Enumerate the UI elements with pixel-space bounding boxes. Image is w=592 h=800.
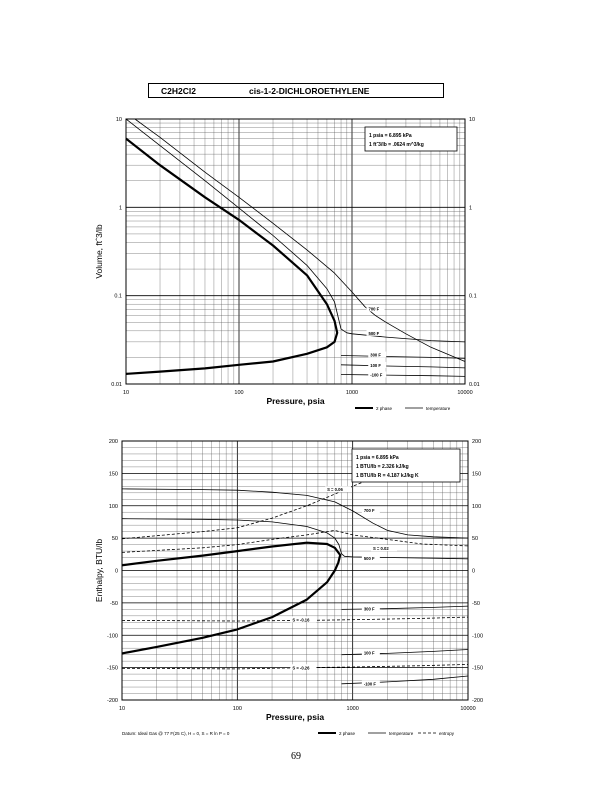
x-axis-title: Pressure, psia — [266, 396, 324, 406]
entropy-label: S = 0.02 — [373, 546, 389, 551]
entropy-label: S = 0.06 — [327, 487, 343, 492]
y-tick-label-right: 150 — [472, 471, 481, 477]
series-line — [341, 356, 465, 359]
y-tick-label-right: 100 — [472, 504, 481, 510]
y-tick-label-left: -100 — [107, 633, 118, 639]
curve-label: 700 F — [364, 508, 375, 513]
x-tick-label: 1000 — [347, 706, 359, 712]
series-line — [342, 606, 469, 609]
datum-footnote: Datum: Ideal Gas @ 77 F(25 C), H = 0, S … — [122, 731, 230, 736]
y-tick-label-right: -150 — [472, 666, 483, 672]
legend-label: entropy — [439, 731, 455, 736]
curve-label: 500 F — [369, 331, 380, 336]
series-line — [122, 489, 468, 538]
curve-label: -100 F — [370, 372, 383, 377]
x-tick-label: 100 — [233, 706, 242, 712]
x-tick-label: 100 — [234, 390, 243, 396]
series-line — [126, 119, 465, 342]
curve-label: 700 F — [369, 306, 380, 311]
series-line — [122, 519, 468, 559]
curve-label: 500 F — [364, 556, 375, 561]
curve-label: 300 F — [364, 606, 375, 611]
x-axis-title: Pressure, psia — [266, 712, 324, 722]
info-box-line: 1 BTU/lb = 2.326 kJ/kg — [356, 464, 409, 470]
y-tick-label-left: 50 — [112, 536, 118, 542]
x-tick-label: 10000 — [460, 706, 475, 712]
series-line — [122, 543, 340, 654]
series-line — [342, 676, 469, 684]
y-tick-label-left: 200 — [109, 439, 118, 445]
y-tick-label-left: 0.01 — [111, 382, 122, 388]
info-box-line: 1 psia = 6.895 kPa — [356, 455, 399, 461]
curve-label: 100 F — [370, 363, 381, 368]
curve-label: 100 F — [364, 650, 375, 655]
series-line — [122, 530, 468, 552]
y-axis-title: Volume, ftˆ3/lb — [94, 224, 104, 279]
y-tick-label-left: 150 — [109, 471, 118, 477]
series-line — [341, 375, 465, 377]
x-tick-label: 10 — [119, 706, 125, 712]
x-tick-label: 1000 — [346, 390, 358, 396]
series-line — [126, 139, 337, 374]
info-box-line: 1 BTU/lb R = 4.187 kJ/kg K — [356, 473, 419, 479]
series-line — [342, 650, 469, 655]
series-line — [341, 365, 465, 368]
x-tick-label: 10 — [123, 390, 129, 396]
series-line — [135, 119, 465, 362]
y-tick-label-right: 200 — [472, 439, 481, 445]
y-tick-label-left: -200 — [107, 698, 118, 704]
curve-label: 300 F — [370, 353, 381, 358]
y-tick-label-right: -200 — [472, 698, 483, 704]
entropy-label: S = -0.16 — [292, 617, 310, 622]
x-tick-label: 10000 — [457, 390, 472, 396]
y-tick-label-right: 50 — [472, 536, 478, 542]
y-tick-label-right: -50 — [472, 601, 480, 607]
y-tick-label-left: -50 — [110, 601, 118, 607]
y-tick-label-left: 0.1 — [114, 294, 122, 300]
y-tick-label-left: 1 — [119, 205, 122, 211]
y-tick-label-left: 100 — [109, 504, 118, 510]
legend-label: temperature — [389, 731, 414, 736]
info-box-line: 1 ftˆ3/lb = .0624 m^3/kg — [369, 142, 424, 148]
y-tick-label-left: 10 — [116, 117, 122, 123]
y-tick-label-left: -150 — [107, 666, 118, 672]
y-tick-label-right: 0 — [472, 569, 475, 575]
y-tick-label-right: -100 — [472, 633, 483, 639]
entropy-label: S = -0.26 — [292, 665, 310, 670]
page-number: 69 — [0, 751, 592, 762]
legend-label: 2 phase — [339, 731, 356, 736]
y-tick-label-left: 0 — [115, 569, 118, 575]
legend-label: 2 phase — [376, 406, 393, 411]
y-axis-title: Enthalpy, BTU/lb — [94, 539, 104, 602]
y-tick-label-right: 0.1 — [469, 294, 477, 300]
y-tick-label-right: 0.01 — [469, 382, 480, 388]
curve-label: -100 F — [364, 681, 377, 686]
y-tick-label-right: 1 — [469, 205, 472, 211]
info-box-line: 1 psia = 6.895 kPa — [369, 133, 412, 139]
legend-label: temperature — [426, 406, 451, 411]
y-tick-label-right: 10 — [469, 117, 475, 123]
